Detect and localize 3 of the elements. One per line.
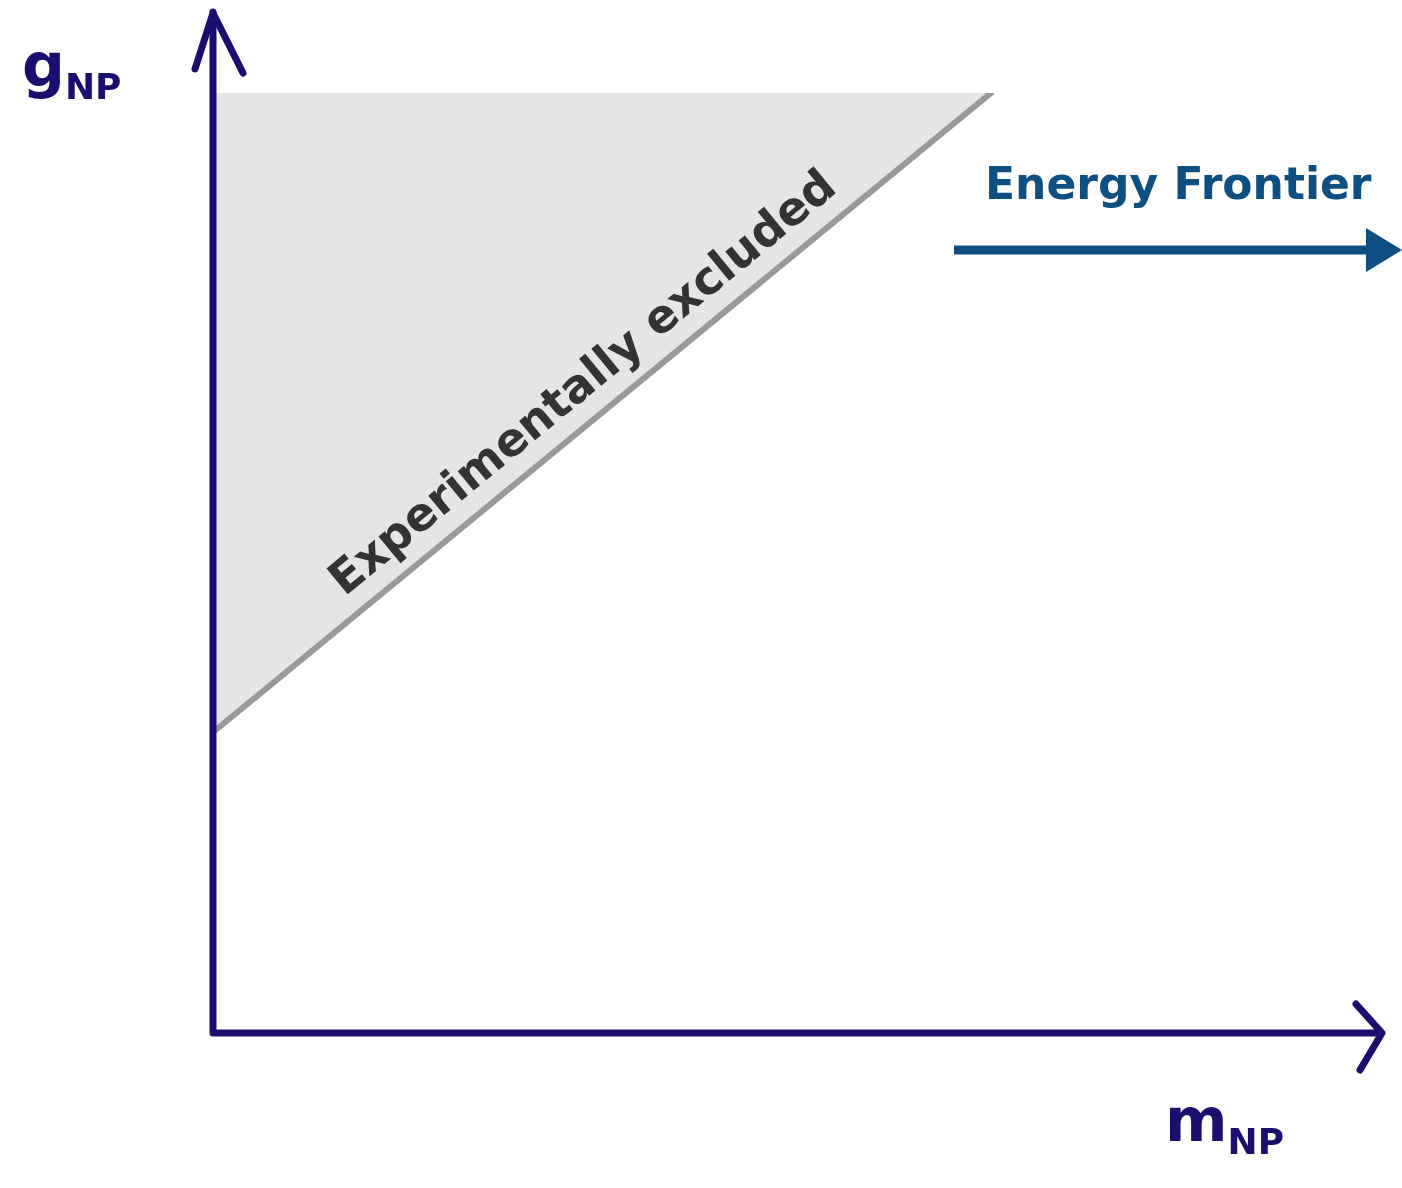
annotation: Energy Frontier <box>985 158 1372 209</box>
y-axis-title: g$_{NP}$ <box>22 30 122 107</box>
x-axis-title: m$_{NP}$ <box>1165 1085 1285 1162</box>
